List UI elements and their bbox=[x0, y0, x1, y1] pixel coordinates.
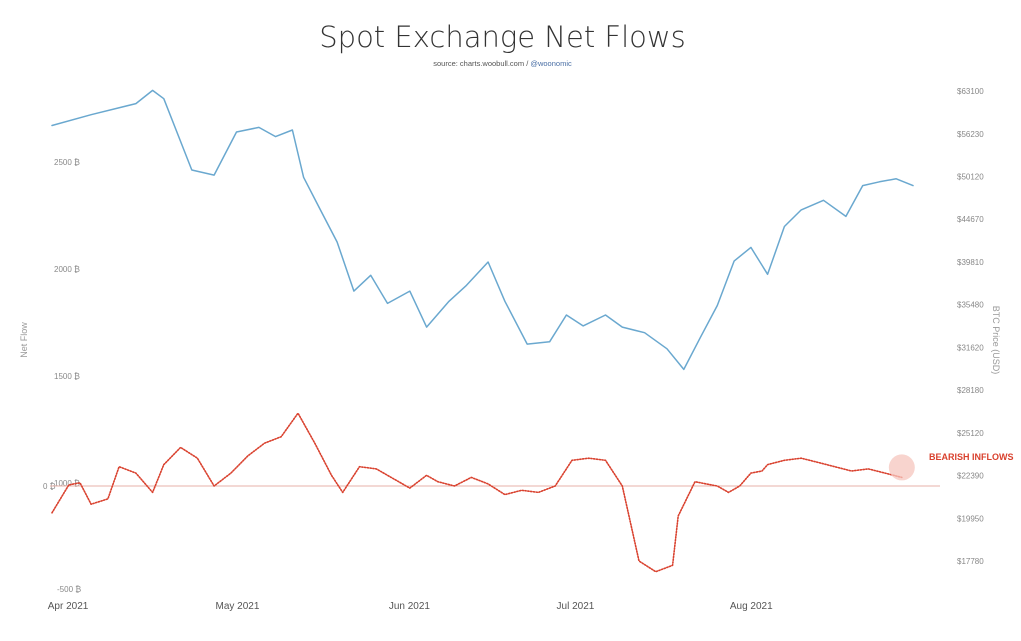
y-left-axis-title: Net Flow bbox=[19, 322, 29, 358]
y-right-tick-label: $19950 bbox=[957, 514, 984, 523]
y-right-tick-label: $35480 bbox=[957, 301, 984, 310]
source-text: source: charts.woobull.com / bbox=[433, 59, 531, 68]
y-right-tick-label: $44670 bbox=[957, 215, 984, 224]
x-tick-label: May 2021 bbox=[216, 601, 260, 612]
y-left-tick-label: 0 ₿ bbox=[43, 482, 56, 491]
chart-title: Spot Exchange Net Flows bbox=[319, 20, 686, 54]
net-flow-line bbox=[51, 412, 903, 573]
bearish-inflows-label: BEARISH INFLOWS bbox=[929, 452, 1014, 462]
chart-subtitle: source: charts.woobull.com / @woonomic bbox=[0, 59, 1005, 68]
y-right-tick-label: $17780 bbox=[957, 557, 984, 566]
x-tick-label: Jul 2021 bbox=[557, 601, 595, 612]
btc-price-line bbox=[51, 89, 914, 371]
x-tick-label: Aug 2021 bbox=[730, 601, 773, 612]
series-layer bbox=[51, 89, 914, 573]
y-left-tick-label: -500 ₿ bbox=[57, 585, 81, 594]
y-left-tick-label: 2000 ₿ bbox=[54, 265, 80, 274]
x-tick-group: Apr 2021 May 2021 Jun 2021 Jul 2021 Aug 2021 bbox=[48, 601, 773, 612]
y-right-tick-label: $22390 bbox=[957, 471, 984, 480]
y-right-tick-label: $28180 bbox=[957, 386, 984, 395]
y-left-tick-label: 2500 ₿ bbox=[54, 158, 80, 167]
y-right-tick-label: $63100 bbox=[957, 87, 984, 96]
y-right-tick-label: $39810 bbox=[957, 258, 984, 267]
y-right-tick-label: $56230 bbox=[957, 130, 984, 139]
bearish-inflows-highlight bbox=[888, 454, 915, 481]
y-right-tick-group: $63100 $56230 $50120 $44670 $39810 $35480 $316… bbox=[957, 87, 984, 566]
y-right-axis-title: BTC Price (USD) bbox=[991, 306, 1001, 375]
author-handle[interactable]: @woonomic bbox=[530, 59, 572, 68]
x-tick-label: Jun 2021 bbox=[389, 601, 431, 612]
y-right-tick-label: $25120 bbox=[957, 429, 984, 438]
y-right-tick-label: $50120 bbox=[957, 172, 984, 181]
y-left-tick-label: 1000 ₿ bbox=[54, 479, 80, 488]
y-left-tick-group: 2500 ₿ 2000 ₿ 1500 ₿ 1000 ₿0 ₿ -500 ₿ bbox=[43, 158, 81, 594]
x-tick-label: Apr 2021 bbox=[48, 601, 89, 612]
y-left-tick-label: 1500 ₿ bbox=[54, 372, 80, 381]
y-right-tick-label: $31620 bbox=[957, 343, 984, 352]
